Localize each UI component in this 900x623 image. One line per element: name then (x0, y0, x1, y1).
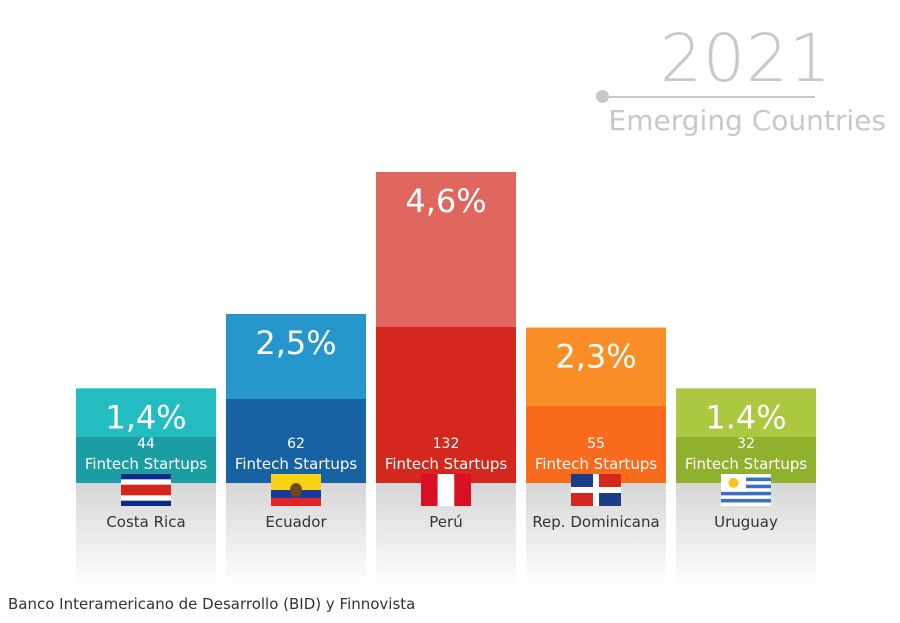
flag-quarter (599, 493, 621, 506)
flag-sun (728, 477, 739, 488)
startups-label: Fintech Startups (535, 455, 658, 473)
peru-flag-icon (421, 474, 471, 506)
flag-stripe (721, 491, 771, 496)
flag-stripe (437, 474, 455, 506)
title-dot (596, 90, 609, 103)
percent-label: 4,6% (405, 182, 486, 220)
bar-bottom (226, 399, 366, 483)
bar-top (376, 172, 516, 327)
percent-label: 1.4% (705, 398, 786, 436)
startups-label: Fintech Startups (85, 455, 208, 473)
bar-top (226, 313, 366, 399)
category-label: Perú (429, 513, 462, 531)
startups-count: 44 (137, 436, 155, 452)
bar-bottom (526, 406, 666, 483)
title-divider (603, 96, 815, 98)
flag-quarter (571, 493, 593, 506)
flag-stripe (454, 474, 471, 506)
bar-top (76, 388, 216, 437)
flag-stripe (721, 498, 771, 503)
uruguay-flag-icon (721, 474, 771, 506)
percent-label: 2,5% (255, 324, 336, 362)
costa-rica-flag-icon (121, 474, 171, 506)
startups-label: Fintech Startups (235, 455, 358, 473)
flag-stripe (421, 474, 438, 506)
flag-stripe (121, 484, 171, 496)
flag-quarter (571, 474, 593, 487)
flag-stripe (121, 474, 171, 480)
ecuador-flag-icon (271, 474, 321, 506)
category-label: Rep. Dominicana (532, 513, 659, 531)
startups-label: Fintech Startups (685, 455, 808, 473)
bar-bottom (376, 327, 516, 483)
category-label: Costa Rica (106, 513, 185, 531)
flag-emblem (290, 483, 302, 497)
percent-label: 1,4% (105, 398, 186, 436)
startups-count: 62 (287, 436, 305, 452)
flag-stripe (271, 498, 321, 506)
source-note: Banco Interamericano de Desarrollo (BID)… (8, 595, 416, 613)
chart-subtitle: Emerging Countries (608, 104, 886, 137)
startups-count: 55 (587, 436, 605, 452)
bar-chart: 1,4%44 Fintech Startups Costa Rica 2,5% 62 Fi… (76, 172, 816, 586)
bar-top (676, 388, 816, 437)
percent-label: 2,3% (555, 338, 636, 376)
category-label: Uruguay (714, 513, 778, 531)
dominican-republic-flag-icon (571, 474, 621, 506)
category-label: Ecuador (265, 513, 327, 531)
flag-stripe (121, 500, 171, 506)
startups-count: 32 (737, 436, 755, 452)
flag-quarter (599, 474, 621, 487)
chart-year: 2021 (660, 20, 832, 97)
bar-top (526, 327, 666, 406)
startups-label: Fintech Startups (385, 455, 508, 473)
flag-stripe (271, 474, 321, 490)
startups-count: 132 (433, 436, 460, 452)
